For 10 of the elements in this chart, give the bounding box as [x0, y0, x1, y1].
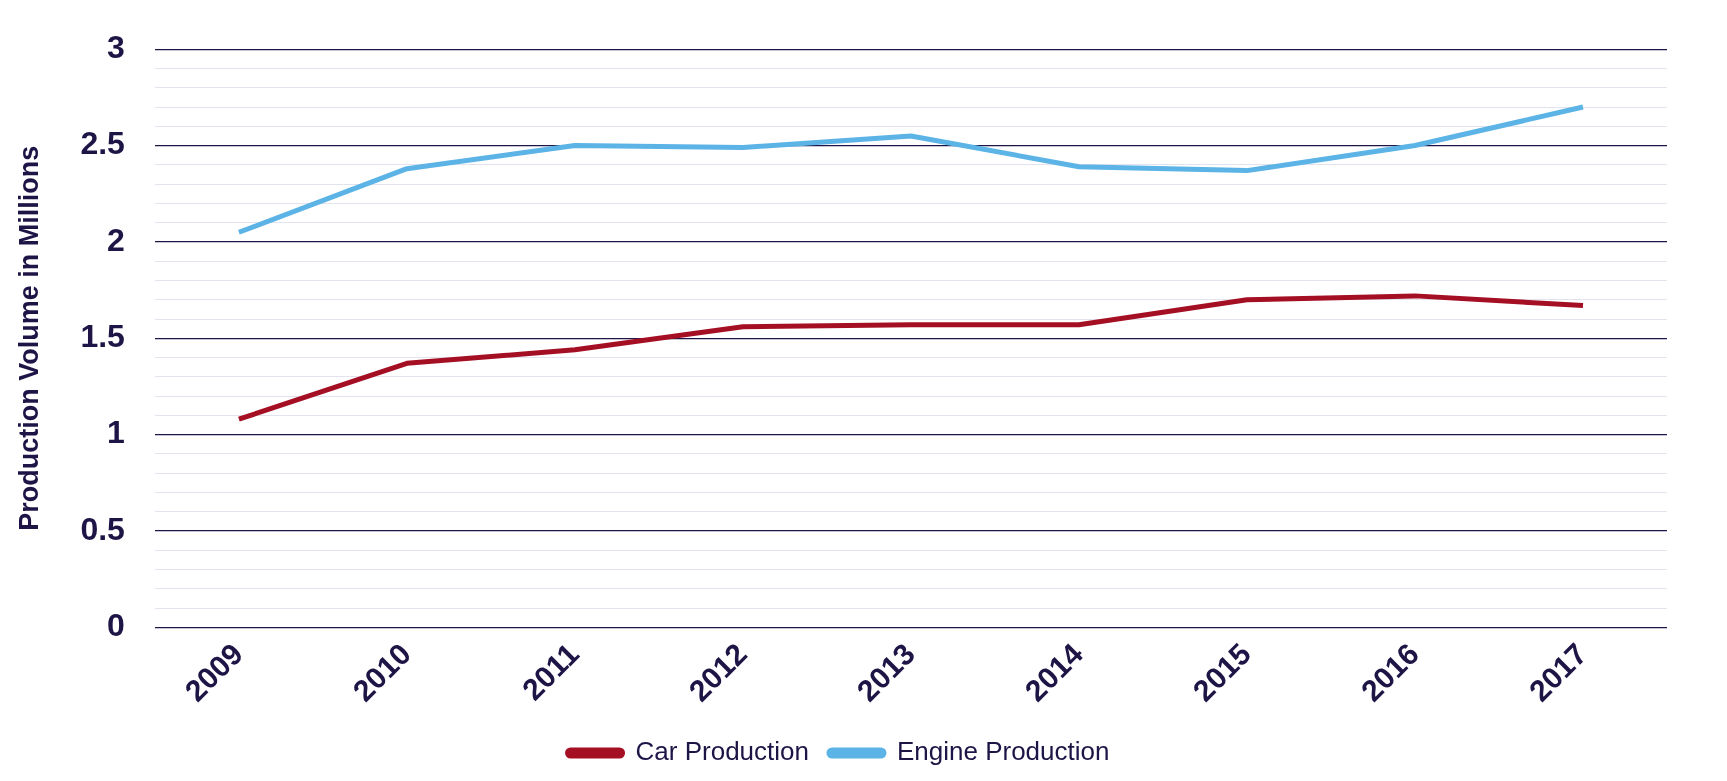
y-tick-label: 1.5 [80, 318, 125, 355]
y-tick-label: 0 [107, 607, 125, 644]
y-tick-label: 3 [107, 29, 125, 66]
legend-label: Car Production [635, 736, 809, 767]
y-tick-label: 2.5 [80, 125, 125, 162]
y-tick-label: 0.5 [80, 510, 125, 547]
y-tick-label: 1 [107, 414, 125, 451]
y-tick-label: 2 [107, 221, 125, 258]
y-axis-title: Production Volume in Millions [13, 145, 44, 531]
legend-label: Engine Production [896, 736, 1110, 767]
